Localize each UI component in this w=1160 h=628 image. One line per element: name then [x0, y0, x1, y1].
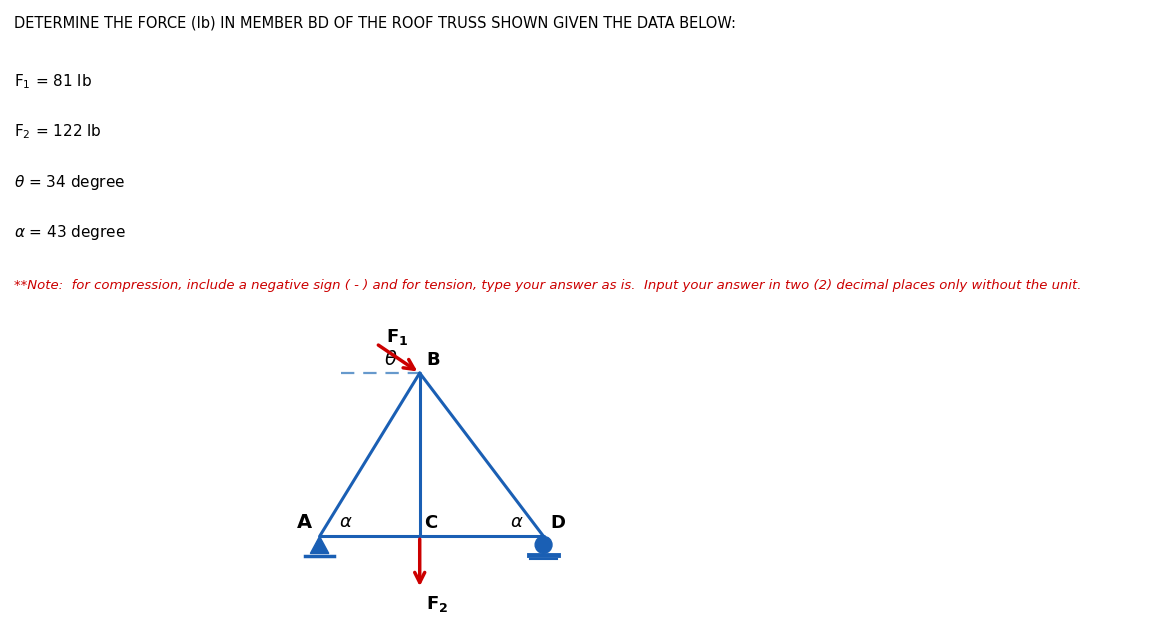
Text: $\alpha$ = 43 degree: $\alpha$ = 43 degree	[14, 223, 125, 242]
Text: $\alpha$: $\alpha$	[339, 513, 353, 531]
Text: $\alpha$: $\alpha$	[510, 513, 524, 531]
Text: C: C	[425, 514, 437, 533]
Polygon shape	[311, 536, 328, 553]
Text: DETERMINE THE FORCE (lb) IN MEMBER BD OF THE ROOF TRUSS SHOWN GIVEN THE DATA BEL: DETERMINE THE FORCE (lb) IN MEMBER BD OF…	[14, 16, 735, 31]
Text: B: B	[427, 351, 440, 369]
Text: D: D	[550, 514, 565, 533]
Text: $\theta$ = 34 degree: $\theta$ = 34 degree	[14, 173, 125, 192]
Text: F$_2$ = 122 lb: F$_2$ = 122 lb	[14, 122, 102, 141]
Text: $\mathbf{F_2}$: $\mathbf{F_2}$	[427, 594, 449, 614]
Text: **Note:  for compression, include a negative sign ( - ) and for tension, type yo: **Note: for compression, include a negat…	[14, 279, 1081, 293]
Text: F$_1$ = 81 lb: F$_1$ = 81 lb	[14, 72, 92, 91]
Text: $\mathbf{F_1}$: $\mathbf{F_1}$	[386, 327, 408, 347]
Text: A: A	[297, 514, 312, 533]
Text: $\theta$: $\theta$	[384, 350, 398, 369]
Circle shape	[535, 536, 552, 553]
